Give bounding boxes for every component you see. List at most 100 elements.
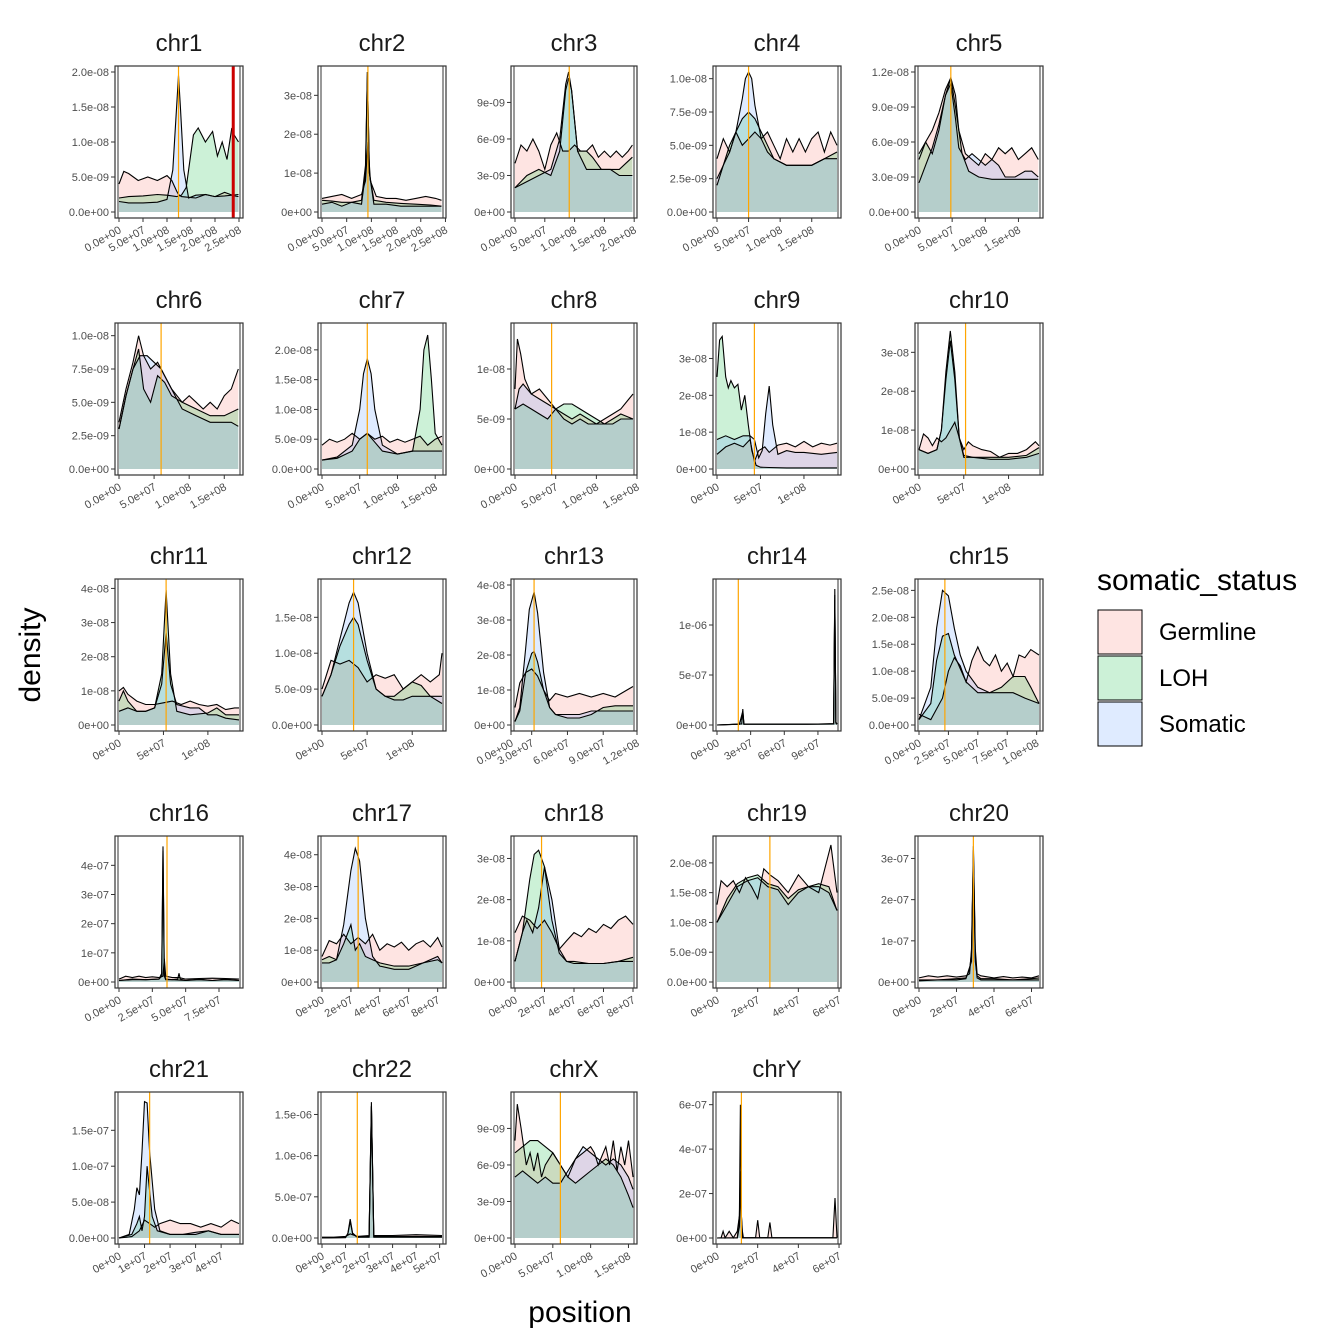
x-tick-label: 6e+07 [575,994,608,1020]
density-line-germline [918,420,1040,458]
x-tick-label: 6e+07 [380,994,413,1020]
y-tick-label: 0.0e+00 [667,207,707,219]
panel-chr9: chr9 0e+00 1e-08 2e-08 3e-08 0e+00 5e+07 1e+08 [676,287,842,507]
y-tick-label: 1.5e-08 [670,888,707,900]
x-tick-label: 3e+07 [722,737,755,763]
x-tick-label: 8e+07 [605,994,638,1020]
panel-border [712,1091,842,1245]
density-area-loh [717,112,837,212]
density-line-somatic [716,386,838,460]
density-area-somatic [717,877,837,982]
x-tick-label: 1e+08 [180,737,213,763]
x-tick-label: 1.2e+08 [601,737,642,767]
y-tick-label: 6e-09 [477,1160,505,1172]
panel-border [114,835,244,989]
y-tick-label: 1.2e-08 [872,67,909,79]
density-line-germline [321,432,443,446]
legend-item-somatic: Somatic [1097,701,1246,747]
density-line-somatic [118,632,240,721]
x-tick-label: 0e+00 [91,737,124,763]
y-tick-label: 1.5e-07 [72,1125,109,1137]
y-tick-label: 1.0e-06 [275,1151,312,1163]
panel-title: chr15 [949,543,1009,570]
density-area-germline [515,339,633,469]
density-line-somatic [322,846,443,970]
y-tick-label: 1e-08 [81,686,109,698]
panel-border [317,835,447,989]
panel-background [915,66,1043,218]
panel-chr18: chr180e+001e-082e-083e-080e+002e+074e+07… [474,800,638,1020]
density-area-somatic [119,1101,239,1238]
x-tick-label: 5.0e+07 [324,481,365,511]
density-line-somatic [514,383,633,425]
density-area-loh [919,633,1039,725]
y-tick-label: 2e-08 [679,390,707,402]
density-area-somatic [322,592,442,725]
density-area-somatic [119,632,239,725]
x-tick-label: 0e+00 [689,994,722,1020]
density-line-germline [716,438,838,464]
legend-label: Somatic [1159,711,1246,738]
y-tick-label: 1e-08 [679,427,707,439]
density-line-loh [514,1140,634,1208]
density-area-somatic [515,1146,633,1238]
density-area-germline [515,916,633,982]
density-area-somatic [717,386,837,469]
panel-chr3: chr30e+003e-096e-099e-090.0e+005.0e+071.… [474,30,639,255]
y-tick-label: 0e+00 [474,207,505,219]
panel-background [713,66,841,218]
panel-background [511,1092,637,1244]
y-tick-label: 5.0e-09 [275,434,312,446]
x-tick-label: 1.5e+08 [188,481,229,511]
y-tick-label: 2e-08 [477,650,505,662]
y-tick-label: 5.0e-09 [872,693,909,705]
y-tick-label: 2.0e-08 [275,345,312,357]
y-tick-label: 3e-08 [881,347,909,359]
density-line-somatic [918,340,1040,460]
panel-border [914,322,1044,476]
panel-background [915,836,1043,988]
panel-background [318,1092,446,1244]
x-tick-label: 5.0e+07 [149,994,190,1024]
x-tick-label: 0.0e+00 [479,481,520,511]
y-tick-label: 3e-07 [881,853,909,865]
y-tick-label: 3e-08 [81,618,109,630]
y-tick-label: 0e+00 [281,207,312,219]
density-line-germline [514,668,634,708]
density-area-loh [119,128,239,212]
x-tick-label: 5.0e+07 [517,1250,558,1280]
panel-chr19: chr19 0.0e+00 5.0e-09 1.0e-08 1.5e-08 2.0e-08… [667,800,844,1020]
panel-border [510,1091,638,1245]
y-tick-label: 4e-08 [81,583,109,595]
panel-chr2: chr20e+001e-082e-083e-080.0e+005.0e+071.… [281,30,450,255]
density-area-somatic [515,866,633,982]
panel-chr16: chr16 0e+00 1e-07 2e-07 3e-07 4e-07 0.0e+002.5… [78,800,244,1025]
y-tick-label: 1.0e-08 [275,404,312,416]
density-line-germline [118,170,239,199]
x-tick-label: 4e+07 [193,1250,226,1276]
x-tick-label: 4e+07 [966,994,999,1020]
y-tick-label: 9e-09 [477,1123,505,1135]
y-tick-label: 9e-09 [477,97,505,109]
panel-chr22: chr220.0e+005.0e-071.0e-061.5e-060e+001e… [272,1056,447,1276]
density-area-somatic [322,848,442,982]
x-tick-label: 0e+00 [294,994,327,1020]
density-line-somatic [716,599,838,726]
density-line-somatic [918,81,1039,183]
y-tick-label: 2.5e-08 [872,585,909,597]
y-tick-label: 1.5e-08 [275,375,312,387]
density-area-somatic [919,590,1039,725]
panel-chr8: chr8 0e+00 5e-09 1e-08 0.0e+00 5.0e+07 1.0e+08… [474,287,641,512]
density-line-loh [918,632,1040,720]
y-tick-label: 5.0e-09 [72,172,109,184]
x-tick-label: 1e+08 [384,737,417,763]
density-area-germline [119,687,239,725]
x-tick-label: 0e+00 [689,1250,722,1276]
panel-chr4: chr40.0e+002.5e-095.0e-097.5e-091.0e-080… [667,30,842,255]
x-tick-label: 5.0e+07 [118,481,159,511]
panel-border [510,65,638,219]
y-tick-label: 0e+00 [676,720,707,732]
y-tick-label: 3e-08 [284,882,312,894]
panel-background [115,1092,243,1244]
